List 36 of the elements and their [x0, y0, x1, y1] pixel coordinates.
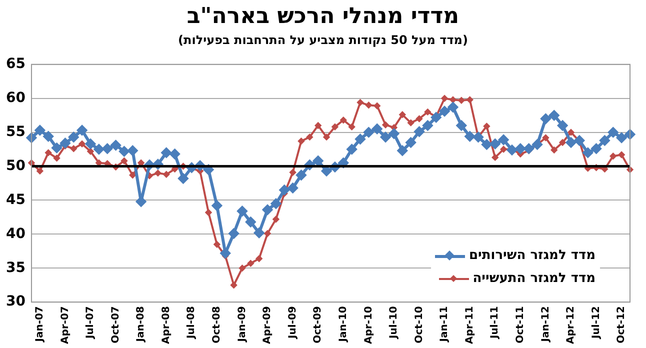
- x-tick-label: Jul-12: [590, 306, 602, 340]
- x-tick-label: Jul-07: [85, 306, 96, 340]
- x-tick-label: Jul-11: [490, 306, 501, 340]
- chart-title: מדדי מנהלי הרכש בארה"ב: [186, 4, 460, 29]
- x-tick-label: Jan-08: [136, 306, 147, 343]
- y-tick-label: 50: [6, 158, 26, 174]
- y-tick-label: 40: [6, 226, 26, 242]
- x-tick-label: Jan-07: [34, 306, 46, 343]
- legend-label: מדד למגזר השירותים: [469, 248, 596, 264]
- x-tick-label: Oct-07: [110, 306, 122, 344]
- y-tick-label: 55: [6, 124, 26, 140]
- y-tick-label: 35: [6, 260, 26, 276]
- x-tick-label: Jan-10: [338, 306, 349, 343]
- x-tick-label: Apr-07: [60, 306, 71, 344]
- x-tick-label: Jul-10: [388, 306, 400, 340]
- x-tick-label: Jan-11: [439, 306, 450, 343]
- x-tick-label: Oct-08: [212, 306, 223, 344]
- x-tick-label: Apr-09: [262, 306, 274, 344]
- legend-label: מדד למגזר התעשייה: [472, 271, 596, 286]
- y-tick-label: 65: [6, 56, 26, 72]
- x-tick-label: Jul-09: [287, 306, 298, 340]
- x-tick-label: Oct-10: [414, 306, 425, 344]
- x-tick-label: Jan-09: [236, 306, 248, 343]
- chart-subtitle: (מדד מעל 50 נקודות מצביע על התרחבות בפעילות): [177, 33, 469, 47]
- x-tick-label: Oct-11: [515, 306, 526, 344]
- x-tick-label: Apr-08: [160, 306, 172, 344]
- y-tick-label: 45: [6, 192, 26, 208]
- x-tick-label: Apr-12: [566, 306, 577, 344]
- x-tick-label: Oct-09: [312, 306, 324, 344]
- x-tick-label: Jul-08: [186, 306, 198, 340]
- y-tick-label: 30: [6, 294, 26, 310]
- x-tick-label: Jan-12: [540, 306, 552, 343]
- x-tick-label: Apr-11: [464, 306, 476, 344]
- x-tick-label: Apr-10: [363, 306, 374, 344]
- x-tick-label: Oct-12: [616, 306, 628, 344]
- y-tick-label: 60: [6, 90, 26, 106]
